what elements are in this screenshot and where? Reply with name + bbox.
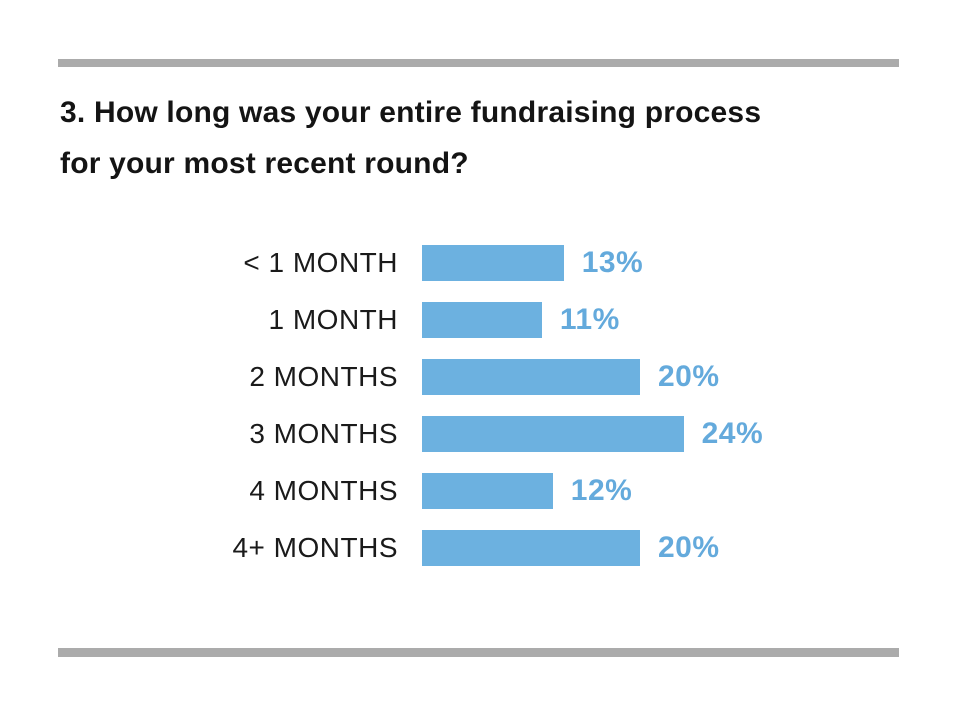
bar-row: 4+ MONTHS 20% bbox=[0, 519, 959, 576]
value-label: 24% bbox=[701, 416, 764, 450]
category-label: 2 MONTHS bbox=[249, 360, 398, 392]
bar bbox=[422, 472, 553, 509]
value-label: 12% bbox=[570, 473, 633, 507]
category-label: 3 MONTHS bbox=[249, 417, 398, 449]
bar-row: 2 MONTHS 20% bbox=[0, 348, 959, 405]
bar bbox=[422, 529, 640, 566]
bar bbox=[422, 244, 564, 281]
chart-title: 3. How long was your entire fundraising … bbox=[60, 87, 910, 189]
chart-title-line-1: 3. How long was your entire fundraising … bbox=[60, 96, 762, 129]
top-divider bbox=[58, 59, 899, 67]
value-label: 20% bbox=[658, 359, 720, 393]
bar-row: 3 MONTHS 24% bbox=[0, 405, 959, 462]
bar bbox=[422, 415, 684, 452]
value-label: 20% bbox=[658, 530, 720, 564]
bar-row: 1 MONTH 11% bbox=[0, 291, 959, 348]
chart-title-line-2: for your most recent round? bbox=[60, 147, 469, 180]
bar-chart: < 1 MONTH 13% 1 MONTH 11% 2 MONTHS 20% 3… bbox=[0, 234, 959, 576]
category-label: 4 MONTHS bbox=[249, 474, 398, 506]
category-label: < 1 MONTH bbox=[243, 246, 398, 278]
value-label: 11% bbox=[559, 302, 620, 336]
category-label: 4+ MONTHS bbox=[232, 531, 398, 563]
bottom-divider bbox=[58, 648, 899, 657]
bar-row: 4 MONTHS 12% bbox=[0, 462, 959, 519]
category-label: 1 MONTH bbox=[268, 303, 398, 335]
bar bbox=[422, 358, 640, 395]
bar bbox=[422, 301, 542, 338]
value-label: 13% bbox=[581, 245, 644, 279]
bar-row: < 1 MONTH 13% bbox=[0, 234, 959, 291]
